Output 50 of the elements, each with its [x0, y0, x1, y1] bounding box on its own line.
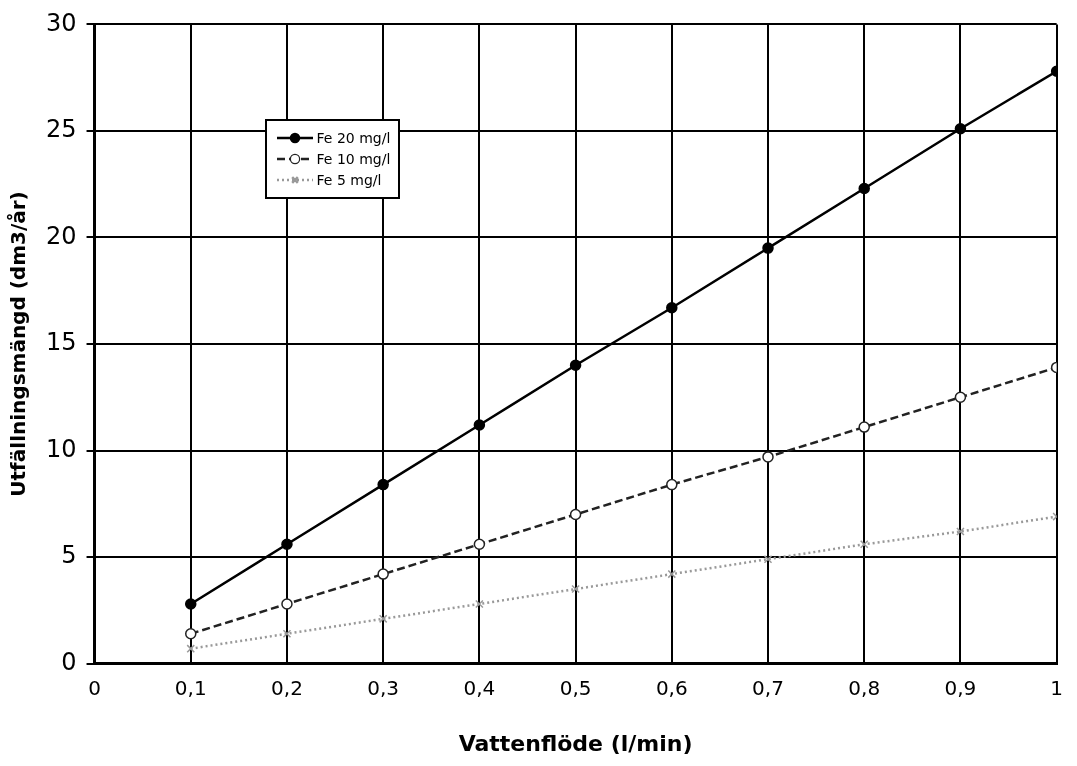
x-tick-label: 0,7	[752, 675, 784, 700]
x-tick-label: 0,6	[655, 675, 688, 700]
y-tick-label: 15	[45, 328, 77, 357]
point	[859, 540, 869, 549]
y-tick-label: 0	[61, 647, 77, 676]
point	[667, 569, 677, 579]
y-tick-label: 30	[45, 8, 77, 37]
point	[473, 419, 486, 431]
point	[569, 508, 582, 521]
point	[666, 478, 678, 491]
point	[858, 182, 870, 195]
legend-label: Fe 20 mg/l	[316, 130, 391, 147]
x-tick-label: 0,2	[271, 675, 303, 700]
point	[571, 584, 580, 594]
x-tick-label: 0,3	[367, 675, 400, 700]
y-tick-label: 20	[45, 221, 77, 250]
y-tick-label: 5	[61, 541, 77, 570]
point	[377, 478, 389, 491]
point	[569, 359, 582, 372]
point	[186, 644, 196, 653]
x-tick-label: 0,4	[463, 675, 496, 700]
point	[282, 629, 292, 639]
point	[956, 527, 965, 536]
point	[185, 628, 197, 640]
y-tick-label: 25	[45, 115, 77, 144]
point	[762, 451, 774, 463]
point	[666, 302, 678, 314]
x-axis-title: Vattenflöde (l/min)	[458, 730, 693, 756]
x-tick-label: 0	[88, 675, 101, 700]
x-tick-label: 0,5	[559, 675, 592, 700]
x-tick-label: 0,9	[944, 675, 977, 700]
point	[763, 554, 773, 564]
y-axis-title: Utfällningsmängd (dm3/år)	[6, 191, 31, 497]
point	[954, 391, 967, 404]
point	[858, 421, 870, 433]
x-tick-label: 1	[1050, 675, 1063, 700]
point	[185, 598, 197, 610]
point	[954, 123, 967, 135]
point	[762, 242, 774, 254]
x-tick-label: 0,1	[174, 675, 207, 700]
point	[281, 598, 293, 610]
point	[475, 599, 484, 609]
legend-label: Fe 10 mg/l	[316, 151, 391, 168]
point	[281, 538, 293, 551]
x-tick-label: 0,8	[848, 675, 881, 700]
y-tick-label: 10	[45, 434, 77, 463]
point	[473, 538, 486, 551]
point	[378, 614, 388, 624]
legend-label: Fe 5 mg/l	[316, 172, 382, 189]
point	[377, 568, 389, 580]
